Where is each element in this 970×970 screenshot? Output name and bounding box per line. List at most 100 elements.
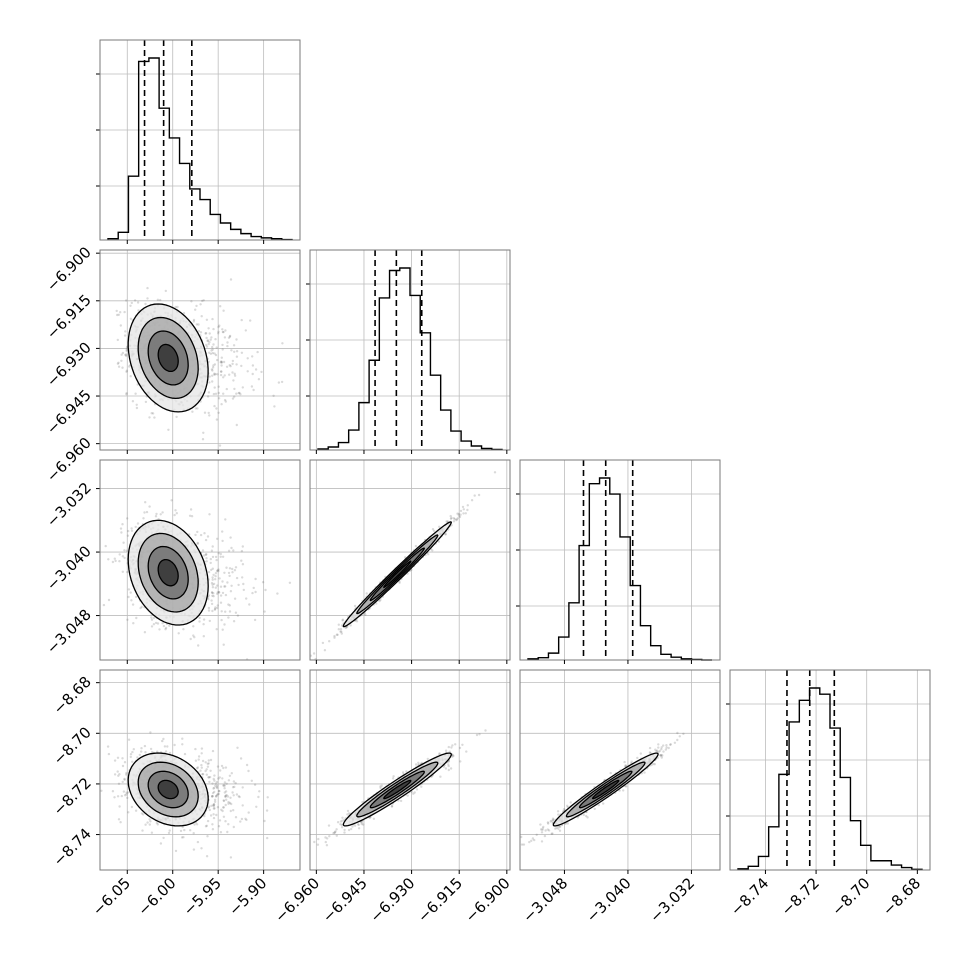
sample-point — [111, 560, 115, 564]
sample-point — [203, 411, 207, 414]
sample-point — [206, 395, 210, 398]
sample-point — [102, 603, 106, 607]
sample-point — [207, 762, 210, 765]
sample-point — [204, 761, 207, 764]
sample-point — [221, 777, 224, 780]
sample-point — [449, 514, 452, 518]
sample-point — [234, 566, 238, 569]
sample-point — [241, 563, 245, 566]
sample-point — [208, 340, 211, 344]
sample-point — [462, 508, 465, 511]
sample-point — [116, 362, 120, 365]
sample-point — [151, 412, 155, 415]
sample-point — [222, 766, 225, 770]
sample-point — [356, 823, 360, 826]
sample-point — [398, 581, 401, 584]
sample-point — [153, 416, 156, 419]
sample-point — [221, 328, 224, 331]
sample-point — [121, 757, 124, 760]
sample-point — [236, 746, 239, 749]
sample-point — [134, 595, 138, 599]
sample-point — [183, 828, 186, 832]
sample-point — [127, 811, 130, 814]
sample-point — [121, 366, 124, 369]
sample-point — [154, 515, 158, 518]
sample-point — [657, 746, 660, 749]
sample-point — [455, 518, 458, 521]
sample-point — [119, 527, 123, 530]
sample-point — [214, 392, 218, 395]
sample-point — [126, 791, 130, 794]
sample-point — [214, 353, 218, 357]
sample-point — [241, 386, 244, 389]
sample-point — [228, 574, 231, 578]
sample-point — [211, 351, 214, 355]
sample-point — [233, 569, 237, 572]
sample-point — [200, 766, 203, 769]
sample-point — [216, 606, 219, 610]
sample-point — [630, 760, 633, 763]
sample-point — [123, 549, 126, 552]
sample-point — [225, 566, 228, 569]
sample-point — [216, 806, 220, 809]
sample-point — [235, 576, 239, 580]
sample-point — [211, 348, 214, 351]
sample-point — [528, 840, 531, 844]
sample-point — [207, 391, 211, 394]
ytick-label: −3.032 — [43, 479, 95, 531]
sample-point — [129, 304, 132, 307]
sample-point — [224, 795, 227, 799]
sample-point — [210, 549, 214, 552]
sample-point — [264, 588, 267, 592]
sample-point — [380, 784, 383, 787]
sample-point — [205, 553, 208, 556]
sample-point — [210, 581, 214, 585]
sample-point — [547, 822, 550, 825]
sample-point — [222, 330, 225, 334]
sample-point — [121, 570, 125, 573]
sample-point — [214, 586, 217, 589]
sample-point — [250, 779, 253, 782]
sample-point — [200, 752, 203, 755]
sample-point — [127, 595, 130, 599]
sample-point — [228, 334, 232, 338]
sample-point — [339, 823, 342, 826]
sample-point — [232, 809, 235, 812]
sample-point — [224, 518, 227, 521]
sample-point — [204, 825, 208, 828]
sample-point — [206, 535, 210, 538]
sample-point — [123, 556, 126, 560]
sample-point — [223, 374, 226, 377]
sample-point — [213, 779, 216, 782]
sample-point — [341, 816, 344, 819]
sample-point — [222, 784, 225, 788]
sample-point — [159, 842, 163, 845]
sample-point — [125, 791, 128, 794]
sample-point — [211, 782, 214, 785]
sample-point — [249, 319, 252, 322]
sample-point — [258, 790, 261, 793]
sample-point — [179, 829, 183, 833]
sample-point — [255, 805, 258, 808]
sample-point — [118, 773, 121, 776]
sample-point — [152, 616, 156, 620]
sample-point — [136, 756, 139, 759]
sample-point — [226, 795, 230, 798]
sample-point — [217, 789, 221, 793]
sample-point — [223, 787, 226, 790]
panel-frame — [99, 459, 301, 661]
sample-point — [196, 767, 199, 770]
sample-point — [144, 823, 147, 826]
sample-point — [212, 807, 216, 810]
sample-point — [251, 355, 254, 358]
sample-point — [219, 552, 222, 556]
sample-point — [156, 750, 159, 753]
sample-point — [174, 305, 177, 309]
sample-point — [457, 512, 460, 516]
sample-point — [207, 609, 211, 612]
sample-point — [341, 619, 344, 622]
sample-point — [216, 537, 219, 540]
sample-point — [217, 777, 220, 780]
sample-point — [194, 747, 197, 751]
sample-point — [340, 823, 343, 827]
